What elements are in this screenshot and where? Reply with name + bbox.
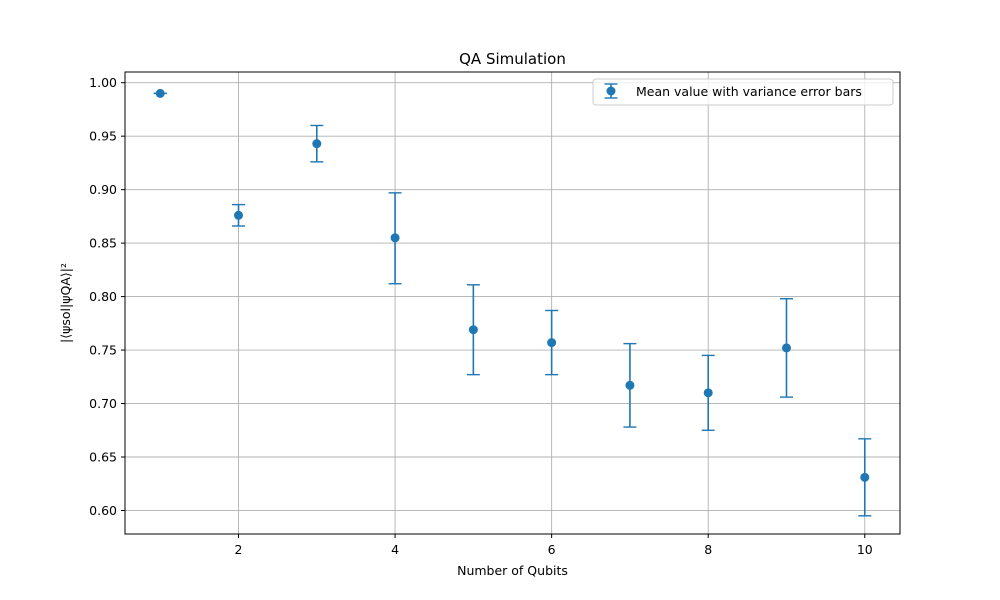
data-point bbox=[312, 139, 322, 149]
data-point bbox=[234, 210, 244, 220]
y-axis-ticks: 0.60 0.65 0.70 0.75 0.80 0.85 0.90 0.95 1.00 bbox=[89, 75, 125, 518]
data-point bbox=[703, 388, 713, 398]
x-tick-label: 8 bbox=[704, 542, 712, 557]
y-tick-label: 0.85 bbox=[89, 236, 117, 251]
y-tick-label: 0.60 bbox=[89, 503, 117, 518]
x-tick-label: 4 bbox=[391, 542, 399, 557]
legend-label: Mean value with variance error bars bbox=[636, 84, 862, 99]
y-axis-label: |⟨ψsol|ψQA⟩|² bbox=[58, 263, 73, 343]
data-point bbox=[625, 380, 635, 390]
y-tick-label: 0.95 bbox=[89, 129, 117, 144]
legend: Mean value with variance error bars bbox=[592, 78, 894, 106]
x-axis-ticks: 2 4 6 8 10 bbox=[235, 534, 873, 557]
data-points bbox=[155, 88, 870, 482]
grid bbox=[125, 72, 900, 534]
legend-point bbox=[606, 86, 616, 96]
legend-box bbox=[592, 78, 894, 106]
legend-marker bbox=[604, 83, 618, 99]
data-point bbox=[547, 338, 557, 348]
chart-title: QA Simulation bbox=[459, 50, 566, 68]
x-tick-label: 2 bbox=[235, 542, 243, 557]
x-axis-label: Number of Qubits bbox=[457, 563, 568, 578]
y-tick-label: 0.75 bbox=[89, 343, 117, 358]
error-bars bbox=[153, 92, 872, 517]
y-tick-label: 0.70 bbox=[89, 396, 117, 411]
y-tick-label: 0.80 bbox=[89, 289, 117, 304]
plot-frame bbox=[124, 71, 901, 535]
y-tick-label: 0.90 bbox=[89, 182, 117, 197]
x-tick-label: 6 bbox=[548, 542, 556, 557]
data-point bbox=[468, 325, 478, 335]
y-tick-label: 0.65 bbox=[89, 450, 117, 465]
data-point bbox=[155, 88, 165, 98]
data-point bbox=[860, 472, 870, 482]
data-point bbox=[390, 233, 400, 243]
data-point bbox=[781, 343, 791, 353]
y-tick-label: 1.00 bbox=[89, 75, 117, 90]
x-tick-label: 10 bbox=[857, 542, 873, 557]
